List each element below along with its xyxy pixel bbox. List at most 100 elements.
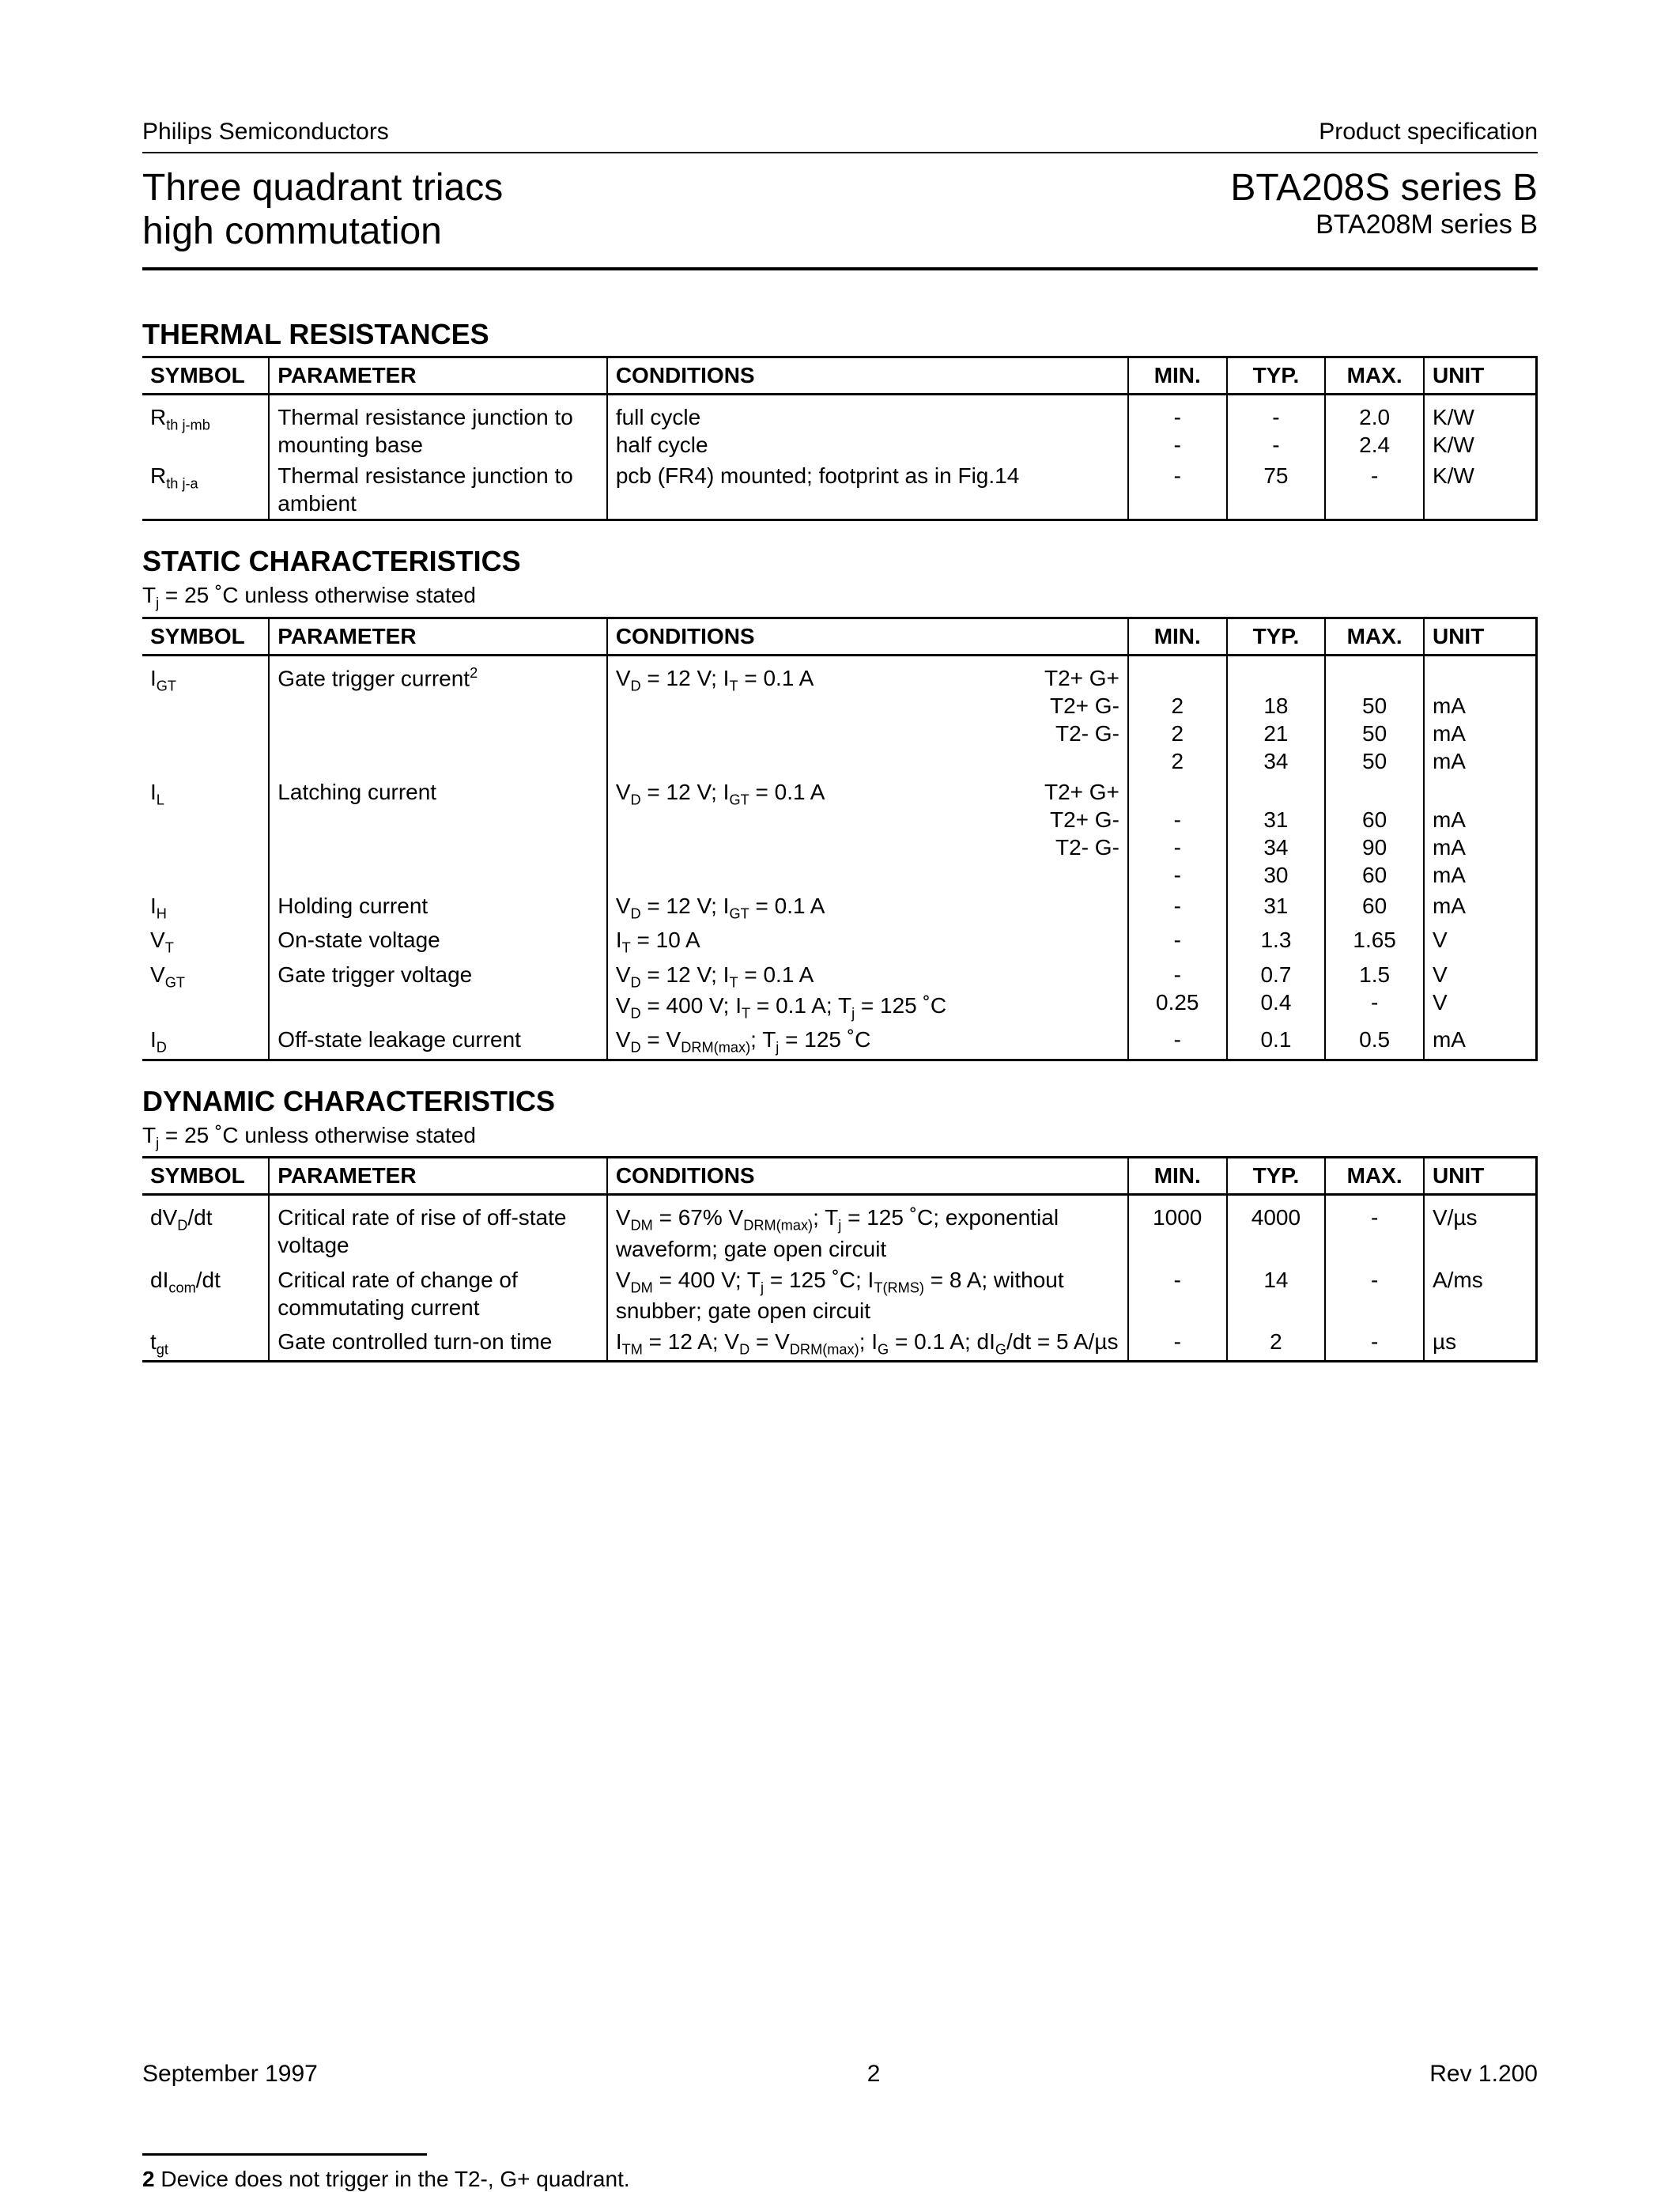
dy-col-unit: UNIT	[1424, 1158, 1537, 1195]
cell-typ: 0.1	[1227, 1024, 1326, 1060]
thermal-table: SYMBOL PARAMETER CONDITIONS MIN. TYP. MA…	[142, 356, 1538, 521]
footnote-text: Device does not trigger in the T2-, G+ q…	[155, 2167, 630, 2191]
cell-max: 2.02.4	[1325, 395, 1424, 461]
title-right: BTA208S series B BTA208M series B	[1230, 166, 1538, 240]
cell-unit: VV	[1424, 959, 1537, 1025]
th-col-typ: TYP.	[1227, 357, 1326, 395]
cell-unit: K/WK/W	[1424, 395, 1537, 461]
title-left: Three quadrant triacs high commutation	[142, 166, 503, 253]
cell-conditions: VDM = 400 V; Tj = 125 ˚C; IT(RMS) = 8 A;…	[607, 1264, 1128, 1326]
cell-unit: µs	[1424, 1326, 1537, 1362]
cell-parameter: Gate trigger voltage	[269, 959, 607, 1025]
dy-col-parameter: PARAMETER	[269, 1158, 607, 1195]
st-col-max: MAX.	[1325, 618, 1424, 655]
dy-col-typ: TYP.	[1227, 1158, 1326, 1195]
cell-conditions: VD = 12 V; IGT = 0.1 A	[607, 890, 1128, 924]
cell-typ: 182134	[1227, 655, 1326, 777]
table-row: ILLatching currentVD = 12 V; IGT = 0.1 A…	[142, 777, 1537, 890]
cell-parameter: Thermal resistance junction to ambient	[269, 460, 607, 520]
cell-typ: 0.70.4	[1227, 959, 1326, 1025]
cell-unit: mAmAmA	[1424, 655, 1537, 777]
cell-conditions: VD = 12 V; IT = 0.1 AT2+ G+T2+ G-T2- G-	[607, 655, 1128, 777]
table-row: tgtGate controlled turn-on timeITM = 12 …	[142, 1326, 1537, 1362]
table-row: dVD/dtCritical rate of rise of off-state…	[142, 1195, 1537, 1264]
cell-conditions: VDM = 67% VDRM(max); Tj = 125 ˚C; expone…	[607, 1195, 1128, 1264]
title-block: Three quadrant triacs high commutation B…	[142, 153, 1538, 270]
cell-symbol: IL	[142, 777, 269, 890]
cell-unit: A/ms	[1424, 1264, 1537, 1326]
cell-parameter: Off-state leakage current	[269, 1024, 607, 1060]
st-col-typ: TYP.	[1227, 618, 1326, 655]
cell-unit: K/W	[1424, 460, 1537, 520]
cell-symbol: dIcom/dt	[142, 1264, 269, 1326]
part-number-sub: BTA208M series B	[1230, 210, 1538, 240]
cell-max: -	[1325, 1264, 1424, 1326]
th-col-conditions: CONDITIONS	[607, 357, 1128, 395]
cell-parameter: Thermal resistance junction to mounting …	[269, 395, 607, 461]
th-col-parameter: PARAMETER	[269, 357, 607, 395]
cell-symbol: IH	[142, 890, 269, 924]
th-col-min: MIN.	[1128, 357, 1227, 395]
table-row: Rth j-aThermal resistance junction to am…	[142, 460, 1537, 520]
cell-typ: 75	[1227, 460, 1326, 520]
cell-min: -0.25	[1128, 959, 1227, 1025]
cell-conditions: VD = 12 V; IT = 0.1 AVD = 400 V; IT = 0.…	[607, 959, 1128, 1025]
cell-max: 1.65	[1325, 924, 1424, 958]
table-row: Rth j-mbThermal resistance junction to m…	[142, 395, 1537, 461]
cell-typ: 313430	[1227, 777, 1326, 890]
st-col-parameter: PARAMETER	[269, 618, 607, 655]
static-table: SYMBOL PARAMETER CONDITIONS MIN. TYP. MA…	[142, 617, 1538, 1061]
st-col-min: MIN.	[1128, 618, 1227, 655]
dynamic-subheading: Tj = 25 ˚C unless otherwise stated	[142, 1123, 1538, 1152]
cell-unit: V	[1424, 924, 1537, 958]
cell-unit: mA	[1424, 1024, 1537, 1060]
footer-date: September 1997	[142, 2061, 318, 2088]
footer-rev: Rev 1.200	[1429, 2061, 1538, 2088]
dy-col-min: MIN.	[1128, 1158, 1227, 1195]
cell-typ: 2	[1227, 1326, 1326, 1362]
table-row: IDOff-state leakage currentVD = VDRM(max…	[142, 1024, 1537, 1060]
cell-typ: 4000	[1227, 1195, 1326, 1264]
cell-max: 505050	[1325, 655, 1424, 777]
table-row: IHHolding currentVD = 12 V; IGT = 0.1 A-…	[142, 890, 1537, 924]
cell-min: ---	[1128, 777, 1227, 890]
cell-typ: 1.3	[1227, 924, 1326, 958]
cell-parameter: Gate controlled turn-on time	[269, 1326, 607, 1362]
cell-typ: 14	[1227, 1264, 1326, 1326]
table-row: dIcom/dtCritical rate of change of commu…	[142, 1264, 1537, 1326]
cell-symbol: VT	[142, 924, 269, 958]
header-right: Product specification	[1319, 119, 1538, 146]
dy-col-symbol: SYMBOL	[142, 1158, 269, 1195]
footnote-rule	[142, 2153, 427, 2156]
th-col-symbol: SYMBOL	[142, 357, 269, 395]
cell-conditions: VD = VDRM(max); Tj = 125 ˚C	[607, 1024, 1128, 1060]
footnote: 2 Device does not trigger in the T2-, G+…	[142, 2167, 1538, 2192]
cell-symbol: dVD/dt	[142, 1195, 269, 1264]
th-col-unit: UNIT	[1424, 357, 1537, 395]
dy-col-max: MAX.	[1325, 1158, 1424, 1195]
table-row: VTOn-state voltageIT = 10 A-1.31.65V	[142, 924, 1537, 958]
dynamic-table: SYMBOL PARAMETER CONDITIONS MIN. TYP. MA…	[142, 1156, 1538, 1362]
cell-min: -	[1128, 460, 1227, 520]
cell-min: -	[1128, 890, 1227, 924]
static-subheading: Tj = 25 ˚C unless otherwise stated	[142, 583, 1538, 612]
cell-symbol: IGT	[142, 655, 269, 777]
cell-symbol: tgt	[142, 1326, 269, 1362]
page-footer: September 1997 2 Rev 1.200	[142, 2061, 1538, 2088]
static-heading: STATIC CHARACTERISTICS	[142, 545, 1538, 578]
cell-parameter: Critical rate of rise of off-state volta…	[269, 1195, 607, 1264]
cell-parameter: On-state voltage	[269, 924, 607, 958]
cell-symbol: ID	[142, 1024, 269, 1060]
cell-max: 60	[1325, 890, 1424, 924]
st-col-symbol: SYMBOL	[142, 618, 269, 655]
cell-parameter: Gate trigger current2	[269, 655, 607, 777]
table-row: IGTGate trigger current2VD = 12 V; IT = …	[142, 655, 1537, 777]
cell-typ: --	[1227, 395, 1326, 461]
cell-symbol: VGT	[142, 959, 269, 1025]
cell-conditions: IT = 10 A	[607, 924, 1128, 958]
cell-max: 1.5-	[1325, 959, 1424, 1025]
cell-symbol: Rth j-mb	[142, 395, 269, 461]
dy-col-conditions: CONDITIONS	[607, 1158, 1128, 1195]
cell-min: -	[1128, 1024, 1227, 1060]
cell-unit: mA	[1424, 890, 1537, 924]
